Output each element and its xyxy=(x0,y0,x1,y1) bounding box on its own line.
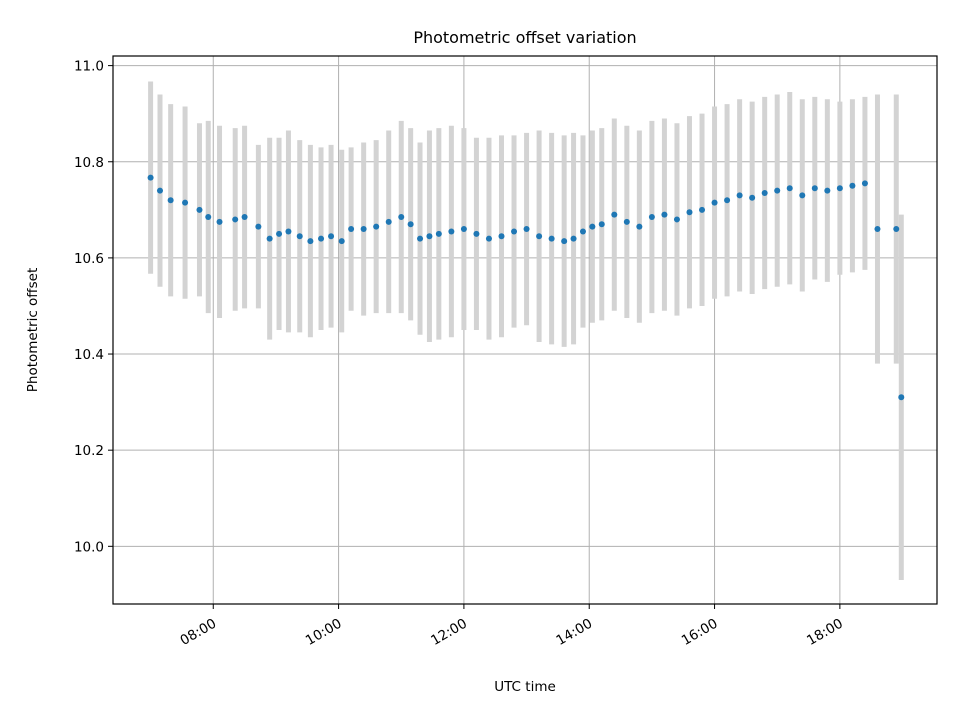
data-point xyxy=(338,238,345,245)
data-point xyxy=(328,233,335,240)
data-point xyxy=(460,226,467,233)
error-bars xyxy=(148,81,904,580)
x-tick-label: 08:00 xyxy=(178,616,220,649)
data-point xyxy=(448,228,455,235)
y-tick-label: 10.0 xyxy=(74,539,104,555)
x-tick-label: 10:00 xyxy=(303,616,345,649)
data-point xyxy=(167,197,174,204)
x-axis-ticks: 08:00 10:00 12:00 14:00 16:00 18:00 xyxy=(178,604,846,649)
data-point xyxy=(824,187,831,194)
data-point xyxy=(266,235,273,242)
data-point xyxy=(360,226,367,233)
data-point xyxy=(348,226,355,233)
data-point xyxy=(661,211,668,218)
data-point xyxy=(849,182,856,189)
x-tick-label: 18:00 xyxy=(804,616,846,649)
data-point xyxy=(736,192,743,199)
data-point xyxy=(561,238,568,245)
data-point xyxy=(385,218,392,225)
data-points xyxy=(147,174,905,401)
data-point xyxy=(774,187,781,194)
data-point xyxy=(724,197,731,204)
data-point xyxy=(485,235,492,242)
data-point xyxy=(216,218,223,225)
y-tick-label: 10.2 xyxy=(74,443,104,459)
y-axis-ticks: 10.0 10.2 10.4 10.6 10.8 11.0 xyxy=(74,59,113,555)
y-tick-label: 10.6 xyxy=(74,251,104,267)
data-point xyxy=(232,216,239,223)
x-tick-label: 16:00 xyxy=(679,616,721,649)
data-point xyxy=(673,216,680,223)
y-axis-label: Photometric offset xyxy=(25,268,41,392)
data-point xyxy=(893,226,900,233)
y-tick-label: 10.8 xyxy=(74,155,104,171)
data-point xyxy=(589,223,596,230)
x-tick-label: 12:00 xyxy=(428,616,470,649)
data-point xyxy=(147,174,154,181)
data-point xyxy=(570,235,577,242)
data-point xyxy=(648,214,655,221)
data-point xyxy=(435,230,442,237)
x-axis-label: UTC time xyxy=(494,679,556,695)
data-point xyxy=(276,230,283,237)
data-point xyxy=(861,180,868,187)
data-point xyxy=(579,228,586,235)
data-point xyxy=(874,226,881,233)
data-point xyxy=(417,235,424,242)
data-point xyxy=(623,218,630,225)
x-tick-label: 14:00 xyxy=(554,616,596,649)
data-point xyxy=(749,194,756,201)
y-tick-label: 10.4 xyxy=(74,347,104,363)
data-point xyxy=(285,228,292,235)
data-point xyxy=(811,185,818,192)
data-point xyxy=(699,206,706,213)
data-point xyxy=(318,235,325,242)
data-point xyxy=(255,223,262,230)
data-point xyxy=(548,235,555,242)
data-point xyxy=(636,223,643,230)
data-point xyxy=(473,230,480,237)
data-point xyxy=(836,185,843,192)
data-point xyxy=(523,226,530,233)
data-point xyxy=(498,233,505,240)
data-point xyxy=(711,199,718,206)
data-point xyxy=(536,233,543,240)
data-point xyxy=(373,223,380,230)
data-point xyxy=(511,228,518,235)
data-point xyxy=(398,214,405,221)
data-point xyxy=(196,206,203,213)
plot-frame xyxy=(112,55,938,605)
chart-title: Photometric offset variation xyxy=(413,28,636,47)
data-point xyxy=(686,209,693,216)
data-point xyxy=(598,221,605,228)
data-point xyxy=(799,192,806,199)
y-tick-label: 11.0 xyxy=(74,59,104,75)
data-point xyxy=(761,190,768,196)
data-point xyxy=(786,185,793,192)
data-point xyxy=(156,187,163,194)
data-point xyxy=(898,394,905,401)
data-point xyxy=(205,214,212,221)
data-point xyxy=(307,238,314,245)
data-point xyxy=(241,214,248,221)
data-point xyxy=(611,211,618,218)
data-point xyxy=(296,233,303,240)
data-point xyxy=(182,199,189,206)
data-point xyxy=(426,233,433,240)
data-point xyxy=(407,221,414,228)
